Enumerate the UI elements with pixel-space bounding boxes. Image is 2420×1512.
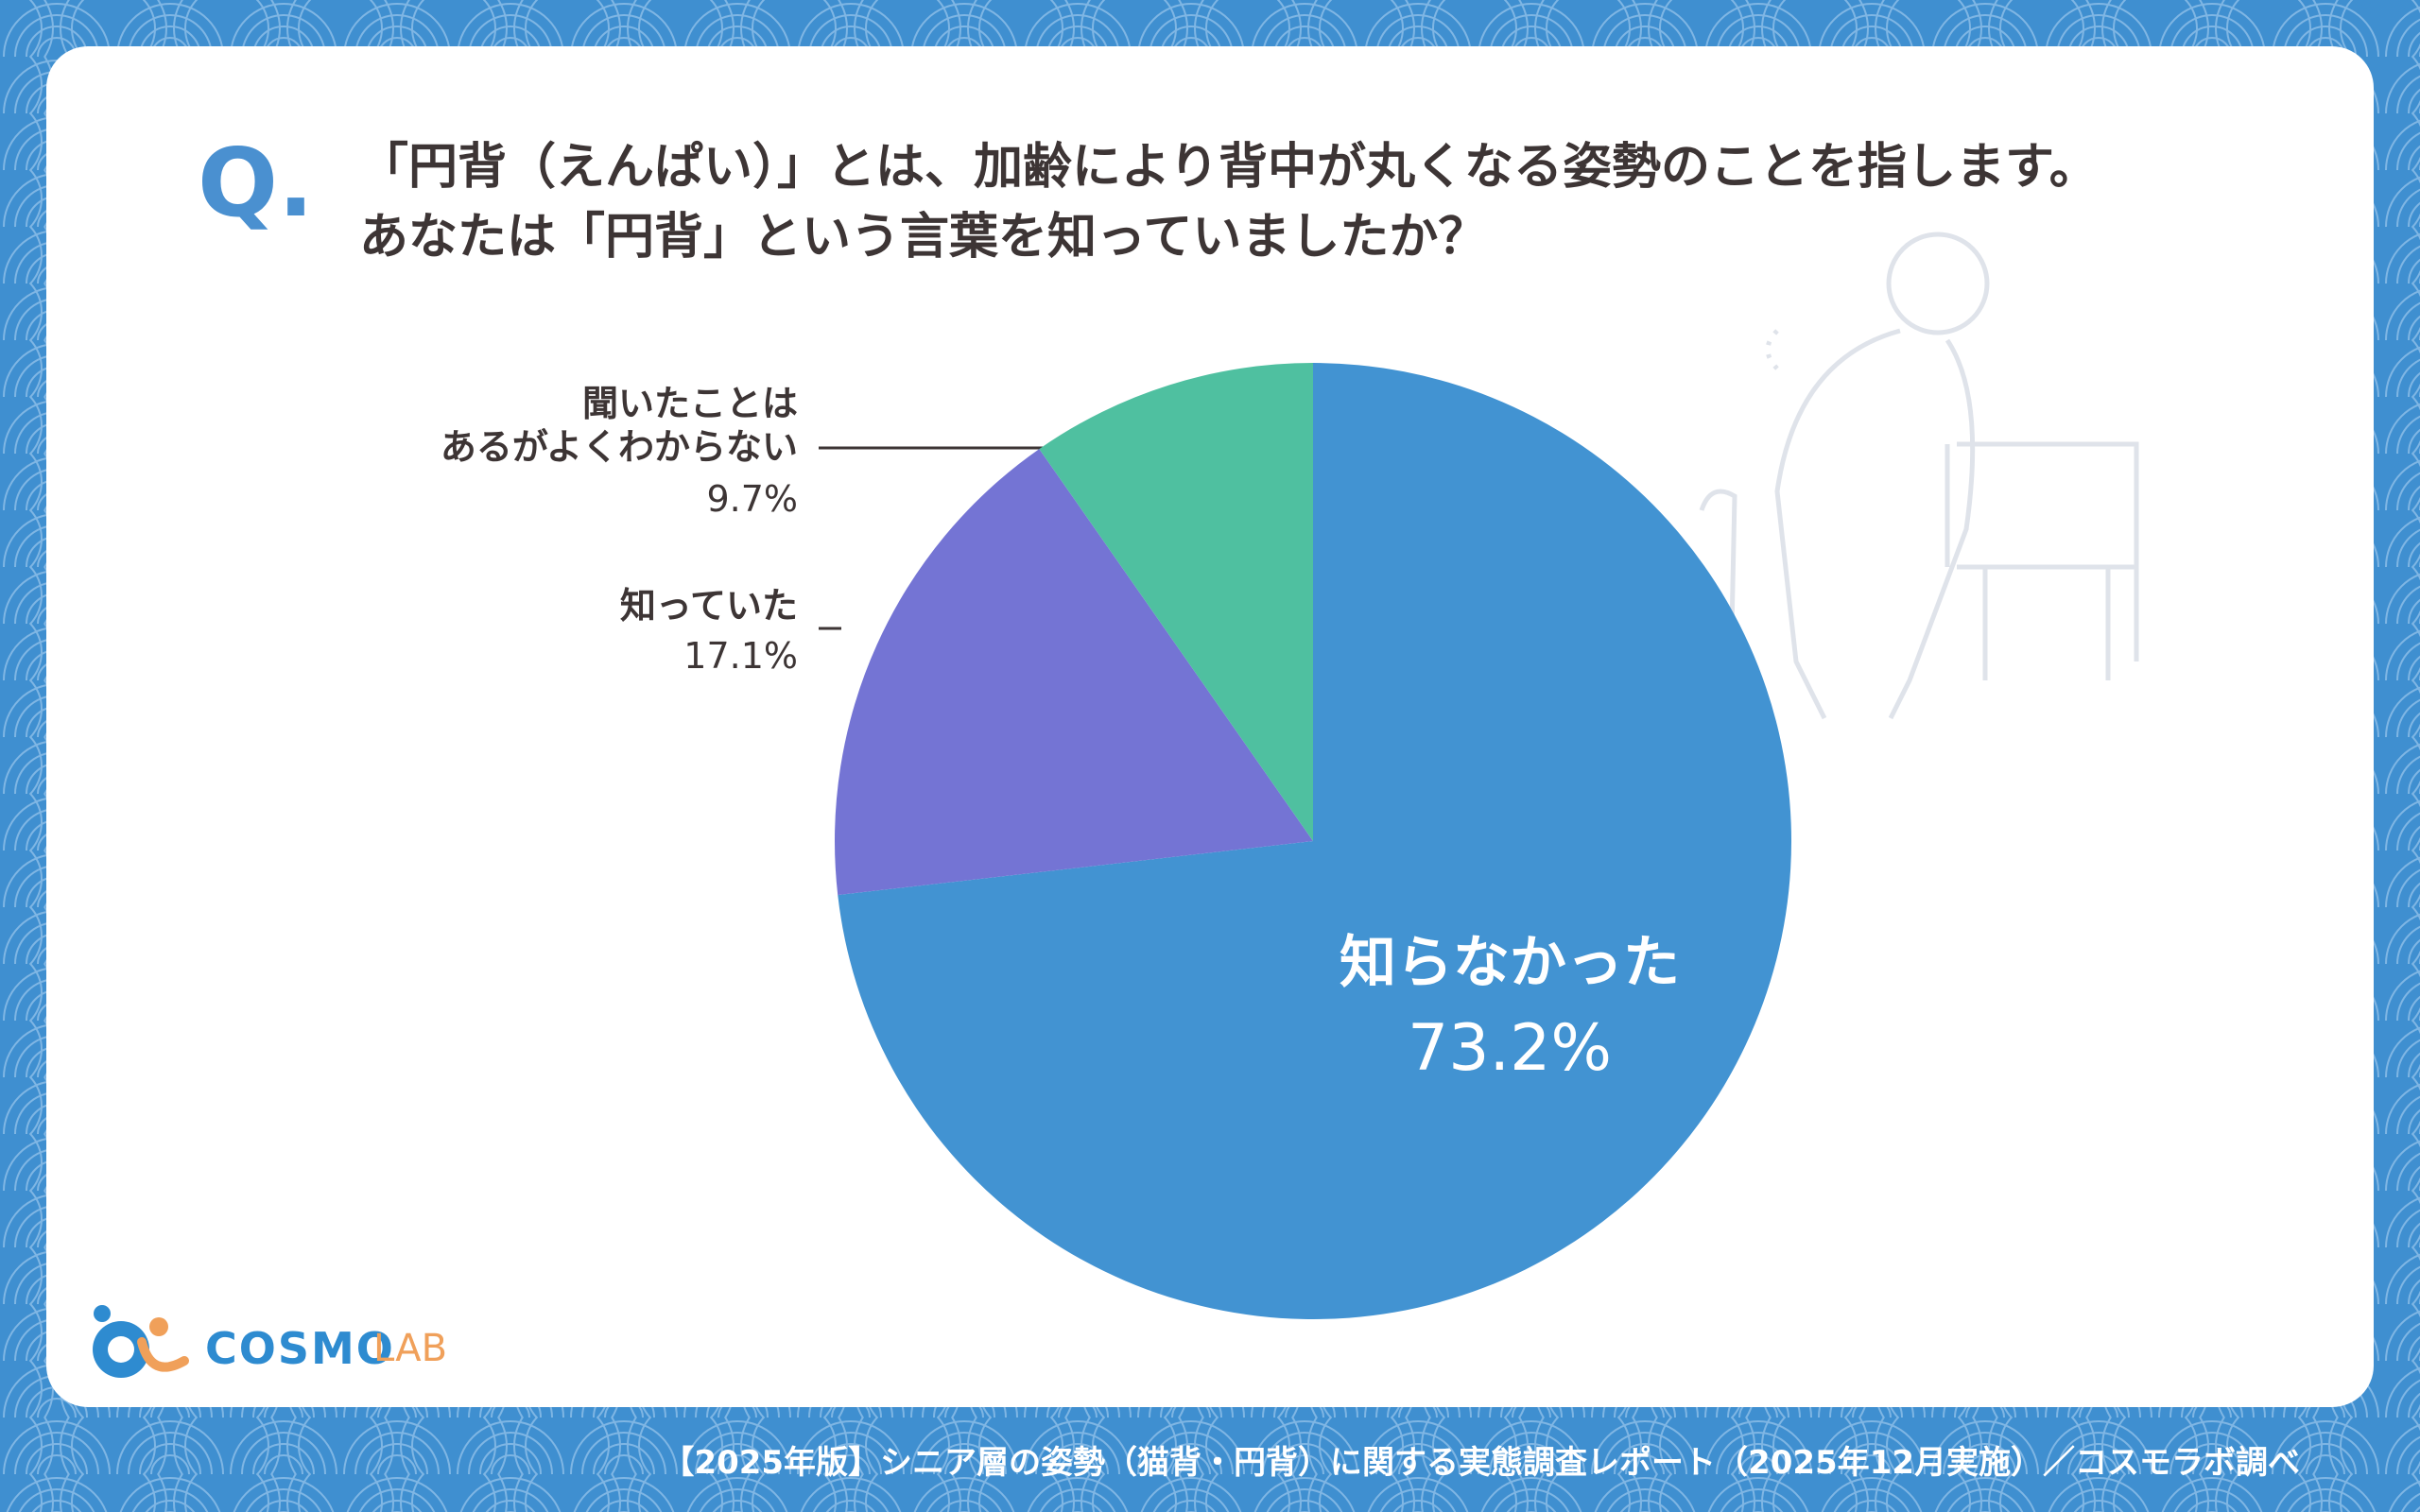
pie-slice xyxy=(835,449,1313,896)
illustration xyxy=(1699,232,2139,720)
slice-label: 聞いたことは あるがよくわからない xyxy=(440,383,798,468)
question-mark: Q. xyxy=(198,128,314,238)
logo-name: COSMO xyxy=(205,1323,395,1374)
logo-icon xyxy=(93,1305,189,1378)
footer: 【2025年版】シニア層の姿勢（猫背・円背）に関する実態調査レポート（2025年… xyxy=(662,1444,2300,1482)
pie-slice xyxy=(838,363,1792,1320)
slice-label: 知らなかった xyxy=(1340,930,1680,996)
slice-label: 知っていた xyxy=(619,585,798,627)
value-label: 73.2% xyxy=(1407,1011,1613,1086)
value-label: 9.7% xyxy=(706,478,798,520)
pie-slice xyxy=(1039,363,1313,841)
chart-title: 「円背（えんぱい）」とは、加齢により背中が丸くなる姿勢のことを指します。 あなた… xyxy=(359,139,2099,266)
value-label: 17.1% xyxy=(683,635,798,677)
logo-suffix: LAB xyxy=(373,1327,448,1370)
